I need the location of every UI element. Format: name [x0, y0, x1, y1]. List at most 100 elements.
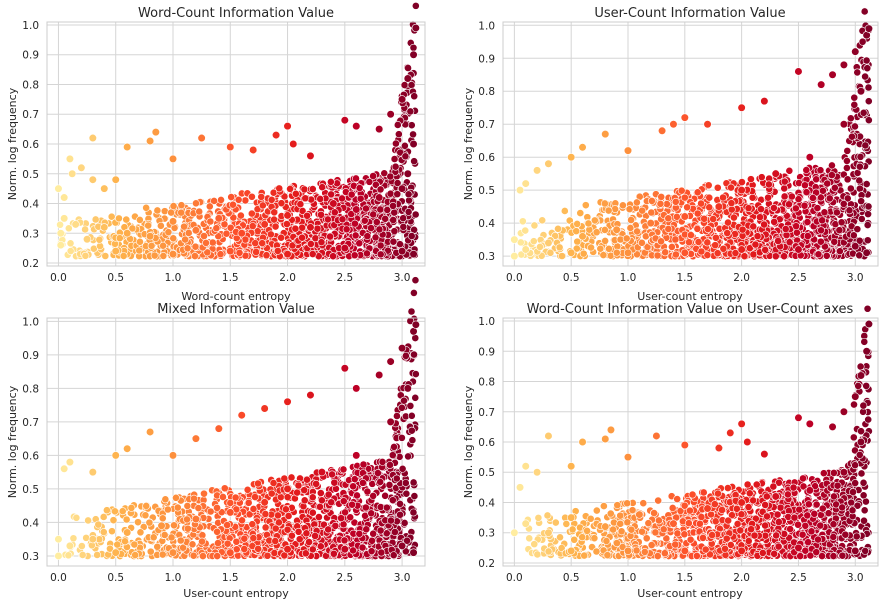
- scatter-point: [386, 417, 395, 426]
- scatter-point: [329, 199, 338, 208]
- scatter-point: [274, 511, 282, 520]
- scatter-point: [581, 201, 590, 210]
- scatter-point: [518, 217, 527, 226]
- scatter-point: [269, 479, 278, 487]
- scatter-point: [305, 538, 313, 546]
- scatter-point: [404, 452, 412, 461]
- scatter-point: [350, 475, 359, 484]
- scatter-point: [352, 122, 361, 131]
- scatter-point: [172, 493, 180, 502]
- scatter-point: [324, 490, 333, 499]
- scatter-point: [661, 248, 670, 257]
- scatter-point: [727, 183, 735, 192]
- scatter-point: [832, 208, 841, 217]
- scatter-point: [536, 243, 544, 251]
- scatter-point: [100, 223, 109, 232]
- scatter-point: [409, 548, 418, 557]
- scatter-point: [282, 220, 291, 228]
- scatter-point: [316, 502, 324, 511]
- scatter-point: [183, 244, 192, 253]
- scatter-point: [355, 184, 364, 192]
- scatter-point: [217, 195, 225, 204]
- x-tick-label: 1.5: [676, 572, 693, 584]
- scatter-point: [363, 232, 372, 241]
- scatter-point: [238, 516, 246, 525]
- scatter-point: [376, 185, 385, 194]
- scatter-point: [226, 223, 235, 232]
- scatter-point: [307, 240, 315, 248]
- scatter-point: [656, 199, 665, 208]
- scatter-point: [95, 235, 104, 244]
- scatter-point: [367, 224, 375, 232]
- scatter-point: [247, 209, 256, 218]
- scatter-point: [683, 203, 692, 212]
- scatter-point: [210, 197, 218, 205]
- scatter-point: [386, 461, 394, 469]
- y-tick-label: 0.8: [478, 377, 495, 389]
- scatter-point: [693, 224, 702, 233]
- scatter-point: [700, 214, 709, 223]
- scatter-point: [295, 535, 304, 544]
- x-tick-label: 3.0: [394, 272, 411, 284]
- scatter-point: [757, 173, 766, 182]
- scatter-point: [77, 542, 86, 550]
- scatter-point: [121, 537, 129, 546]
- scatter-point: [340, 244, 349, 253]
- scatter-point: [358, 478, 367, 487]
- x-tick-label: 2.5: [790, 572, 807, 584]
- scatter-point: [737, 245, 746, 254]
- plot-frame: [46, 21, 426, 267]
- scatter-point: [764, 180, 773, 189]
- scatter-point: [262, 251, 271, 260]
- scatter-point: [747, 175, 755, 184]
- scatter-point: [817, 226, 825, 235]
- scatter-point: [529, 237, 538, 246]
- y-tick-label: 0.9: [478, 53, 495, 65]
- scatter-point: [855, 176, 864, 185]
- x-tick-label: 1.5: [676, 272, 693, 284]
- scatter-point: [546, 248, 555, 257]
- scatter-point: [410, 289, 418, 297]
- scatter-point: [180, 222, 188, 231]
- scatter-point: [850, 93, 859, 102]
- scatter-point: [835, 226, 844, 235]
- scatter-point: [830, 237, 839, 246]
- scatter-point: [749, 222, 758, 231]
- scatter-point: [68, 169, 77, 178]
- scatter-point: [407, 411, 416, 420]
- scatter-point: [846, 184, 855, 193]
- scatter-point: [123, 229, 132, 238]
- scatter-point: [367, 509, 376, 518]
- scatter-point: [355, 239, 364, 248]
- scatter-point: [241, 196, 250, 205]
- scatter-point: [408, 436, 417, 445]
- scatter-point: [403, 384, 412, 393]
- scatter-point: [311, 532, 319, 540]
- scatter-point: [376, 526, 385, 535]
- y-tick-label: 0.6: [478, 437, 495, 449]
- scatter-point: [81, 225, 89, 234]
- scatter-point: [56, 229, 65, 238]
- scatter-point: [270, 549, 279, 557]
- scatter-point: [632, 198, 641, 207]
- scatter-point: [828, 70, 837, 79]
- scatter-point: [858, 37, 867, 46]
- x-tick-label: 2.0: [279, 272, 296, 284]
- scatter-point: [327, 498, 336, 507]
- scatter-point: [389, 201, 397, 210]
- scatter-point: [280, 474, 289, 483]
- scatter-point: [400, 396, 408, 405]
- y-tick-label: 0.8: [22, 79, 39, 91]
- scatter-point: [390, 528, 399, 536]
- scatter-point: [135, 216, 144, 224]
- scatter-point: [101, 252, 110, 260]
- scatter-point: [329, 549, 338, 558]
- scatter-point: [158, 550, 167, 559]
- scatter-point: [150, 251, 159, 260]
- y-tick-label: 0.7: [22, 417, 39, 429]
- scatter-point: [853, 68, 862, 77]
- scatter-point: [261, 510, 270, 518]
- scatter-point: [248, 520, 257, 529]
- y-axis-label: Norm. log frequency: [462, 87, 475, 200]
- scatter-point: [316, 195, 325, 203]
